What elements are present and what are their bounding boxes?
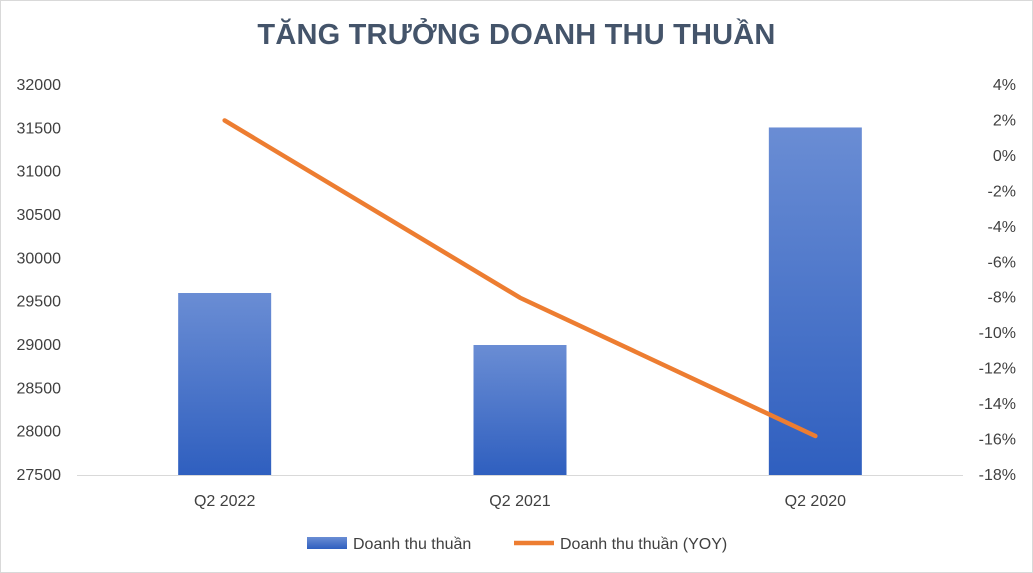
y-right-tick-label: -14% xyxy=(979,396,1016,413)
y-right-tick-label: -8% xyxy=(988,290,1016,307)
x-tick-label: Q2 2021 xyxy=(489,493,550,510)
y-left-tick-label: 29500 xyxy=(17,294,62,311)
y-right-tick-label: -16% xyxy=(979,432,1016,449)
y-left-tick-label: 28000 xyxy=(17,424,62,441)
chart-title: TĂNG TRƯỞNG DOANH THU THUẦN xyxy=(257,19,776,51)
y-right-tick-label: -12% xyxy=(979,361,1016,378)
y-left-tick-label: 30000 xyxy=(17,250,62,267)
y-left-tick-label: 27500 xyxy=(17,467,62,484)
x-tick-label: Q2 2020 xyxy=(785,493,846,510)
y-left-tick-label: 29000 xyxy=(17,337,62,354)
y-left-tick-label: 31500 xyxy=(17,120,62,137)
y-right-tick-label: -4% xyxy=(988,219,1016,236)
y-right-tick-label: -10% xyxy=(979,325,1016,342)
bar-q2-2022 xyxy=(178,293,272,475)
legend-bar-swatch xyxy=(307,537,347,549)
bar-q2-2020 xyxy=(768,127,862,475)
y-right-tick-label: -6% xyxy=(988,254,1016,271)
y-left-tick-label: 31000 xyxy=(17,164,62,181)
y-left-tick-label: 30500 xyxy=(17,207,62,224)
y-right-tick-label: 4% xyxy=(993,77,1016,94)
y-right-tick-label: 2% xyxy=(993,112,1016,129)
x-tick-label: Q2 2022 xyxy=(194,493,255,510)
legend-line-label: Doanh thu thuần (YOY) xyxy=(560,536,727,553)
bar-q2-2021 xyxy=(473,345,567,475)
y-left-tick-label: 32000 xyxy=(17,77,62,94)
y-left-tick-label: 28500 xyxy=(17,380,62,397)
y-right-tick-label: -2% xyxy=(988,183,1016,200)
legend-bar-label: Doanh thu thuần xyxy=(353,536,471,553)
y-right-tick-label: 0% xyxy=(993,148,1016,165)
y-right-tick-label: -18% xyxy=(979,467,1016,484)
